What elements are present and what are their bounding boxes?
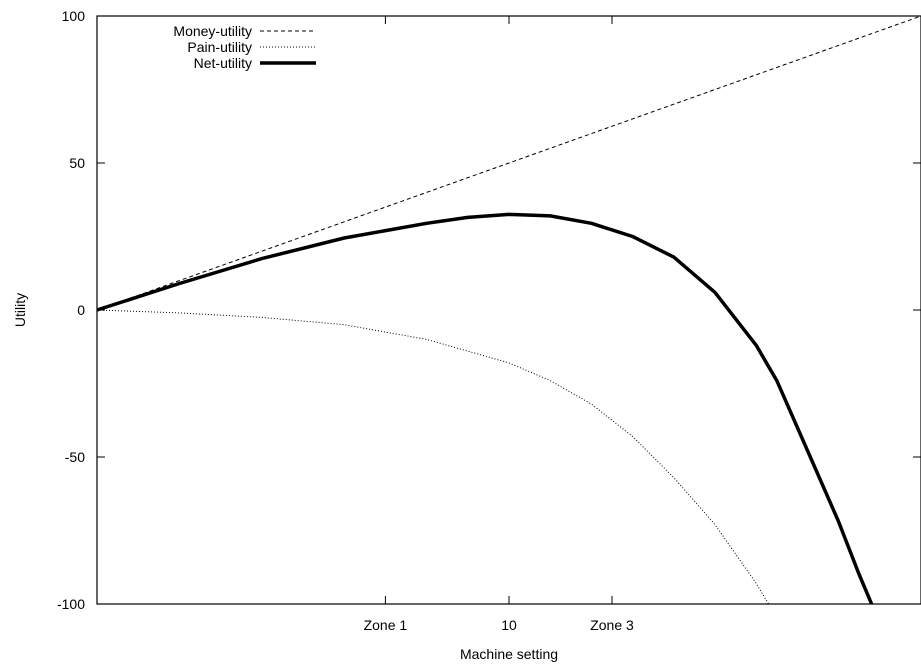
- series-lines: [96, 15, 921, 605]
- legend-label: Pain-utility: [187, 39, 252, 55]
- x-tick-label: Zone 1: [364, 617, 408, 633]
- y-tick-label: 50: [69, 155, 85, 171]
- legend-label: Money-utility: [173, 23, 252, 39]
- x-axis-title: Machine setting: [460, 646, 558, 662]
- y-tick-label: -50: [65, 449, 85, 465]
- series-line-money-utility: [96, 15, 921, 311]
- y-tick-label: -100: [57, 596, 85, 612]
- y-tick-label: 0: [77, 302, 85, 318]
- legend-label: Net-utility: [194, 55, 252, 71]
- x-tick-label: 10: [501, 617, 517, 633]
- ticks: 100 50 0 -50 -100 Zone 1 10 Zone 3: [57, 8, 921, 633]
- y-tick-label: 100: [62, 8, 86, 24]
- x-tick-label: Zone 3: [590, 617, 634, 633]
- y-axis-title: Utility: [12, 293, 28, 327]
- series-line-net-utility: [96, 212, 874, 605]
- plot-frame: [96, 15, 921, 605]
- series-line-pain-utility: [96, 309, 770, 605]
